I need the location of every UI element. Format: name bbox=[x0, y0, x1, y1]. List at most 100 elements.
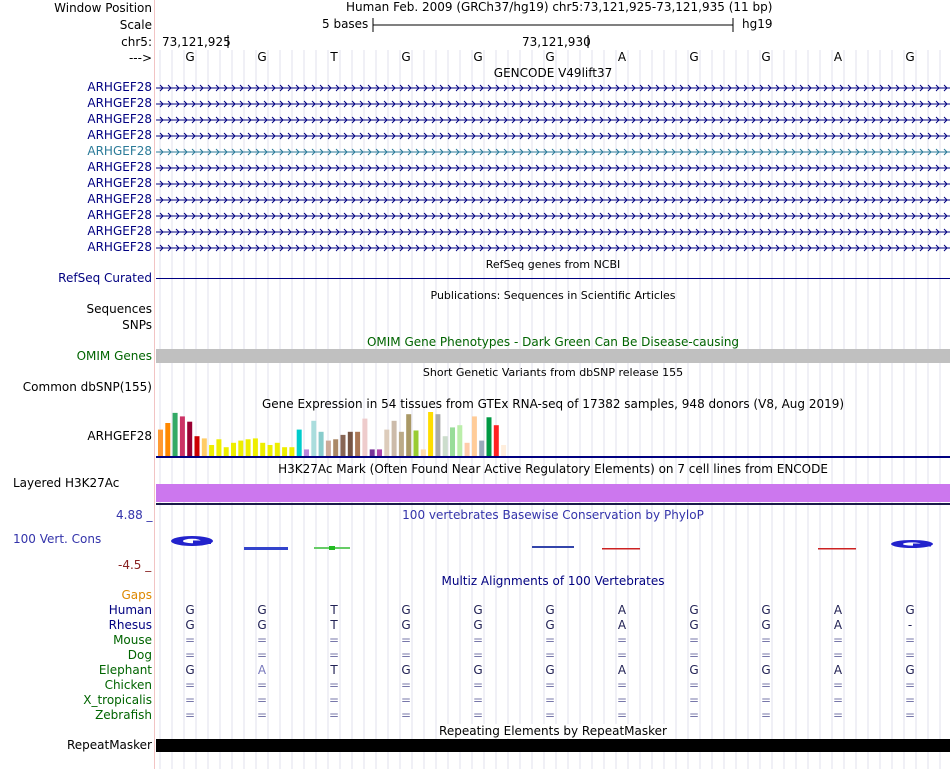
omim-bar[interactable] bbox=[156, 349, 950, 363]
multiz-species-label[interactable]: Human bbox=[108, 603, 152, 617]
gencode-transcript-label[interactable]: ARHGEF28 bbox=[87, 176, 152, 190]
multiz-species-label[interactable]: Elephant bbox=[98, 663, 152, 677]
multiz-base: = bbox=[472, 678, 484, 692]
multiz-base: G bbox=[257, 603, 267, 617]
multiz-base: G bbox=[185, 663, 195, 677]
refseq-line[interactable] bbox=[156, 278, 950, 279]
coord-left: 73,121,925 bbox=[162, 35, 231, 49]
multiz-base: = bbox=[328, 678, 340, 692]
multiz-base: = bbox=[472, 648, 484, 662]
gtex-tissue-bar bbox=[406, 414, 412, 456]
gtex-tissue-bar bbox=[471, 416, 477, 456]
multiz-species-label[interactable]: Rhesus bbox=[108, 618, 152, 632]
multiz-gaps-label[interactable]: Gaps bbox=[121, 588, 152, 602]
gtex-label[interactable]: ARHGEF28 bbox=[87, 429, 152, 443]
omim-label[interactable]: OMIM Genes bbox=[76, 349, 152, 363]
multiz-base: G bbox=[185, 603, 195, 617]
gtex-tissue-bar bbox=[201, 438, 207, 456]
refseq-label[interactable]: RefSeq Curated bbox=[58, 271, 152, 285]
gtex-tissue-bar bbox=[304, 449, 309, 456]
gtex-bar-chart[interactable] bbox=[156, 408, 950, 458]
gencode-transcript-label[interactable]: ARHGEF28 bbox=[87, 144, 152, 158]
gencode-transcript-label[interactable]: ARHGEF28 bbox=[87, 128, 152, 142]
gencode-transcript-label[interactable]: ARHGEF28 bbox=[87, 208, 152, 222]
gtex-tissue-bar bbox=[384, 429, 390, 456]
multiz-species-label[interactable]: Chicken bbox=[104, 678, 152, 692]
multiz-base: = bbox=[256, 648, 268, 662]
gencode-transcript-label[interactable]: ARHGEF28 bbox=[87, 80, 152, 94]
dbsnp-title: Short Genetic Variants from dbSNP releas… bbox=[422, 366, 684, 379]
sequence-base: A bbox=[833, 50, 843, 64]
multiz-base: = bbox=[616, 708, 628, 722]
publications-snps-label[interactable]: SNPs bbox=[122, 318, 152, 332]
multiz-base: A bbox=[833, 603, 843, 617]
gencode-transcript-label[interactable]: ARHGEF28 bbox=[87, 224, 152, 238]
multiz-base: = bbox=[544, 708, 556, 722]
multiz-base: = bbox=[688, 708, 700, 722]
multiz-title: Multiz Alignments of 100 Vertebrates bbox=[441, 574, 665, 588]
multiz-base: = bbox=[472, 633, 484, 647]
gencode-transcript-label[interactable]: ARHGEF28 bbox=[87, 112, 152, 126]
multiz-base: = bbox=[904, 678, 916, 692]
multiz-base: = bbox=[832, 678, 844, 692]
multiz-base: = bbox=[328, 693, 340, 707]
gencode-transcript-line[interactable] bbox=[156, 83, 950, 93]
multiz-base: = bbox=[400, 708, 412, 722]
gtex-tissue-bar bbox=[267, 445, 273, 456]
gencode-transcript-line[interactable] bbox=[156, 131, 950, 141]
gencode-transcript-line[interactable] bbox=[156, 179, 950, 189]
gtex-tissue-bar bbox=[457, 425, 463, 456]
phylop-label[interactable]: 100 Vert. Cons bbox=[13, 532, 102, 546]
gtex-tissue-bar bbox=[479, 440, 485, 456]
multiz-base: = bbox=[328, 648, 340, 662]
gtex-tissue-bar bbox=[391, 420, 397, 456]
multiz-base: = bbox=[328, 633, 340, 647]
repeatmasker-title: Repeating Elements by RepeatMasker bbox=[156, 724, 950, 738]
gencode-transcript-line[interactable] bbox=[156, 115, 950, 125]
multiz-base: G bbox=[761, 603, 771, 617]
sequence-base: G bbox=[185, 50, 195, 64]
multiz-base: = bbox=[616, 648, 628, 662]
gtex-tissue-bar bbox=[347, 431, 353, 456]
gtex-tissue-bar bbox=[158, 429, 163, 456]
gencode-transcript-line[interactable] bbox=[156, 99, 950, 109]
gencode-transcript-line[interactable] bbox=[156, 211, 950, 221]
repeatmasker-label[interactable]: RepeatMasker bbox=[66, 738, 152, 752]
repeatmasker-bar[interactable] bbox=[156, 739, 950, 752]
gencode-transcript-line[interactable] bbox=[156, 195, 950, 205]
multiz-base: G bbox=[905, 663, 915, 677]
gencode-transcript-label[interactable]: ARHGEF28 bbox=[87, 240, 152, 254]
refseq-title: RefSeq genes from NCBI bbox=[485, 258, 621, 271]
h3k27ac-bar[interactable] bbox=[156, 484, 950, 502]
sequence-base: G bbox=[473, 50, 483, 64]
multiz-base: A bbox=[257, 663, 267, 677]
multiz-base: = bbox=[616, 633, 628, 647]
multiz-base: G bbox=[185, 618, 195, 632]
multiz-species-label[interactable]: Zebrafish bbox=[95, 708, 152, 722]
gtex-title: Gene Expression in 54 tissues from GTEx … bbox=[261, 397, 845, 411]
phylop-logo[interactable] bbox=[156, 520, 950, 570]
gencode-transcript-line[interactable] bbox=[156, 147, 950, 157]
multiz-species-label[interactable]: Mouse bbox=[113, 633, 152, 647]
multiz-base: = bbox=[760, 693, 772, 707]
gencode-transcript-label[interactable]: ARHGEF28 bbox=[87, 96, 152, 110]
gtex-tissue-bar bbox=[486, 417, 492, 456]
h3k27ac-label[interactable]: Layered H3K27Ac bbox=[13, 476, 120, 490]
gencode-transcript-label[interactable]: ARHGEF28 bbox=[87, 192, 152, 206]
publications-sequences-label[interactable]: Sequences bbox=[86, 302, 152, 316]
multiz-base: A bbox=[617, 603, 627, 617]
dbsnp-label[interactable]: Common dbSNP(155) bbox=[22, 380, 152, 394]
multiz-base: G bbox=[473, 663, 483, 677]
multiz-base: G bbox=[401, 603, 411, 617]
gencode-transcript-line[interactable] bbox=[156, 163, 950, 173]
multiz-species-label[interactable]: Dog bbox=[127, 648, 152, 662]
gtex-tissue-bar bbox=[223, 447, 229, 456]
multiz-base: = bbox=[256, 633, 268, 647]
gencode-transcript-line[interactable] bbox=[156, 227, 950, 237]
multiz-base: = bbox=[688, 693, 700, 707]
multiz-species-label[interactable]: X_tropicalis bbox=[83, 693, 152, 707]
gencode-transcript-line[interactable] bbox=[156, 243, 950, 253]
multiz-base: = bbox=[256, 693, 268, 707]
gencode-transcript-label[interactable]: ARHGEF28 bbox=[87, 160, 152, 174]
